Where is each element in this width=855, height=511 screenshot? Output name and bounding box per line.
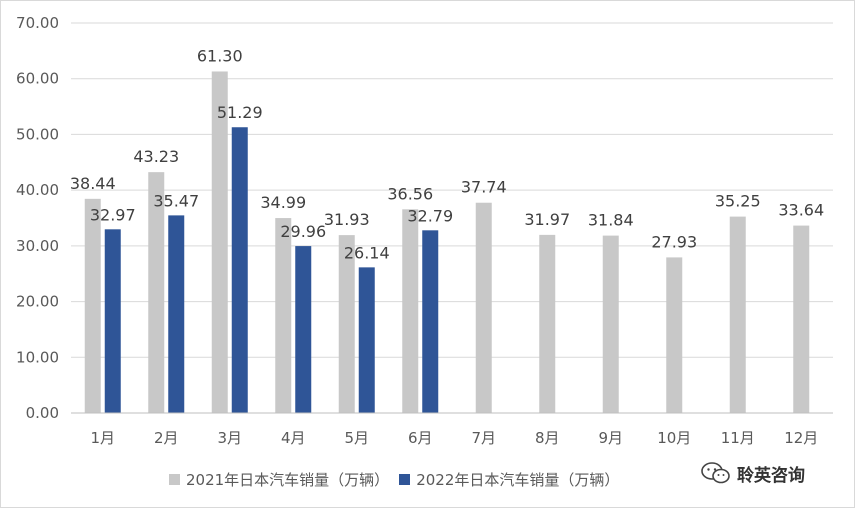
y-tick-label: 10.00 (16, 348, 59, 366)
legend-item-2022: 2022年日本汽车销量（万辆） (399, 469, 619, 490)
x-tick-label: 11月 (721, 429, 755, 447)
bar-2021 (729, 216, 746, 413)
bar-2021 (602, 235, 619, 413)
data-label-2022: 32.79 (407, 206, 453, 225)
x-tick-label: 6月 (408, 429, 433, 447)
data-label-2022: 35.47 (153, 191, 199, 210)
legend-label-2022: 2022年日本汽车销量（万辆） (416, 470, 620, 489)
data-label-2021: 27.93 (651, 232, 697, 251)
bar-2022 (231, 127, 248, 414)
watermark: 聆英咨询 (701, 459, 805, 487)
data-label-2021: 38.44 (70, 174, 116, 193)
y-tick-label: 0.00 (26, 404, 59, 422)
data-label-2021: 37.74 (461, 178, 507, 197)
bar-2022 (104, 229, 121, 413)
data-label-2021: 31.93 (324, 210, 370, 229)
data-label-2021: 31.84 (588, 211, 634, 230)
legend-item-2021: 2021年日本汽车销量（万辆） (169, 469, 389, 490)
bar-2021 (84, 198, 101, 413)
bar-2022 (168, 215, 185, 413)
bar-2021 (211, 71, 228, 413)
y-tick-label: 50.00 (16, 125, 59, 143)
data-label-2021: 43.23 (133, 147, 179, 166)
data-label-2022: 32.97 (90, 205, 136, 224)
y-tick-label: 60.00 (16, 70, 59, 88)
bar-2021 (148, 172, 165, 413)
y-tick-label: 40.00 (16, 181, 59, 199)
legend-label-2021: 2021年日本汽车销量（万辆） (186, 470, 390, 489)
bar-2022 (358, 267, 375, 413)
x-tick-label: 3月 (217, 429, 242, 447)
x-tick-label: 2月 (154, 429, 179, 447)
x-tick-label: 9月 (598, 429, 623, 447)
legend-swatch-2022 (399, 473, 411, 485)
x-tick-label: 7月 (471, 429, 496, 447)
bar-2021 (402, 209, 419, 413)
data-label-2021: 35.25 (715, 192, 761, 211)
bar-2021 (475, 202, 492, 413)
x-tick-label: 12月 (784, 429, 818, 447)
y-tick-label: 30.00 (16, 237, 59, 255)
data-label-2021: 34.99 (260, 193, 306, 212)
data-label-2021: 61.30 (197, 46, 243, 65)
x-tick-label: 8月 (535, 429, 560, 447)
data-label-2022: 26.14 (344, 243, 390, 262)
bar-2022 (295, 246, 312, 413)
bar-2021 (338, 235, 355, 413)
x-tick-label: 1月 (90, 429, 115, 447)
watermark-text: 聆英咨询 (737, 465, 805, 486)
bar-2021 (539, 234, 556, 413)
wechat-icon (701, 462, 730, 484)
data-label-2022: 29.96 (280, 222, 326, 241)
legend-swatch-2021 (169, 473, 180, 485)
x-tick-label: 4月 (281, 429, 306, 447)
bar-2021 (666, 257, 683, 413)
x-tick-label: 10月 (657, 429, 691, 447)
bar-2021 (275, 218, 292, 413)
bar-2021 (793, 225, 810, 413)
y-tick-label: 20.00 (16, 293, 59, 311)
legend: 2021年日本汽车销量（万辆） 2022年日本汽车销量（万辆） (169, 466, 629, 492)
x-tick-label: 5月 (344, 429, 369, 447)
y-tick-label: 70.00 (16, 14, 59, 32)
data-label-2021: 36.56 (387, 184, 433, 203)
bar-2022 (422, 230, 439, 413)
data-label-2021: 33.64 (778, 201, 824, 220)
data-label-2021: 31.97 (524, 210, 570, 229)
data-label-2022: 51.29 (217, 103, 263, 122)
